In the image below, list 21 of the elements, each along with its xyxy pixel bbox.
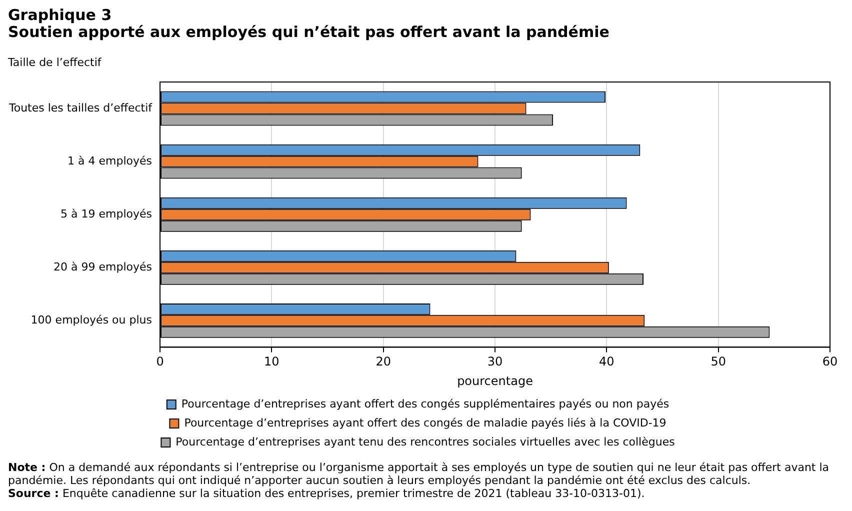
x-tick-label: 0 [156, 354, 164, 369]
y-tick-label: 20 à 99 employés [54, 260, 152, 274]
x-tick-label: 30 [487, 354, 503, 369]
y-axis-title: Taille de l’effectif [8, 56, 102, 69]
y-tick-label: 5 à 19 employés [60, 207, 152, 220]
chart-title: Graphique 3 [8, 6, 112, 24]
x-tick-label: 10 [264, 354, 280, 369]
chart-subtitle: Soutien apporté aux employés qui n’était pas offert avant la pandémie [8, 23, 610, 41]
y-tick-label: 1 à 4 employés [68, 154, 152, 168]
x-tick-label: 40 [599, 354, 614, 369]
x-axis-title: pourcentage [457, 374, 533, 388]
x-tick-label: 50 [710, 354, 726, 369]
x-tick-label: 60 [822, 354, 838, 369]
legend-label: Pourcentage d’entreprises ayant offert des congés supplémentaires payés ou non payés [181, 397, 670, 410]
text: Note : On a demandé aux répondants si l’entreprise ou l’organisme apportait à ses employés un type de soutien qui ne leur était pas offert avant la pandémie. Les répondants qui ont indiqué n’apporter aucun soutien à leurs employés pendant la pandémie ont été exclus des calculs. [8, 461, 830, 487]
legend-label: Pourcentage d’entreprises ayant offert des congés de maladie payés liés à la COVID-19 [184, 416, 666, 430]
x-tick-label: 20 [376, 354, 391, 369]
y-tick-label: Toutes les tailles d’effectif [8, 101, 154, 114]
source-note: Source : Enquête canadienne sur la situation des entreprises, premier trimestre de 2021 (tableau 33-10-0313-01). [8, 487, 646, 500]
legend-label: Pourcentage d’entreprises ayant tenu des rencontres sociales virtuelles avec les collègues [176, 435, 676, 448]
y-tick-label: 100 employés ou plus [30, 314, 152, 327]
